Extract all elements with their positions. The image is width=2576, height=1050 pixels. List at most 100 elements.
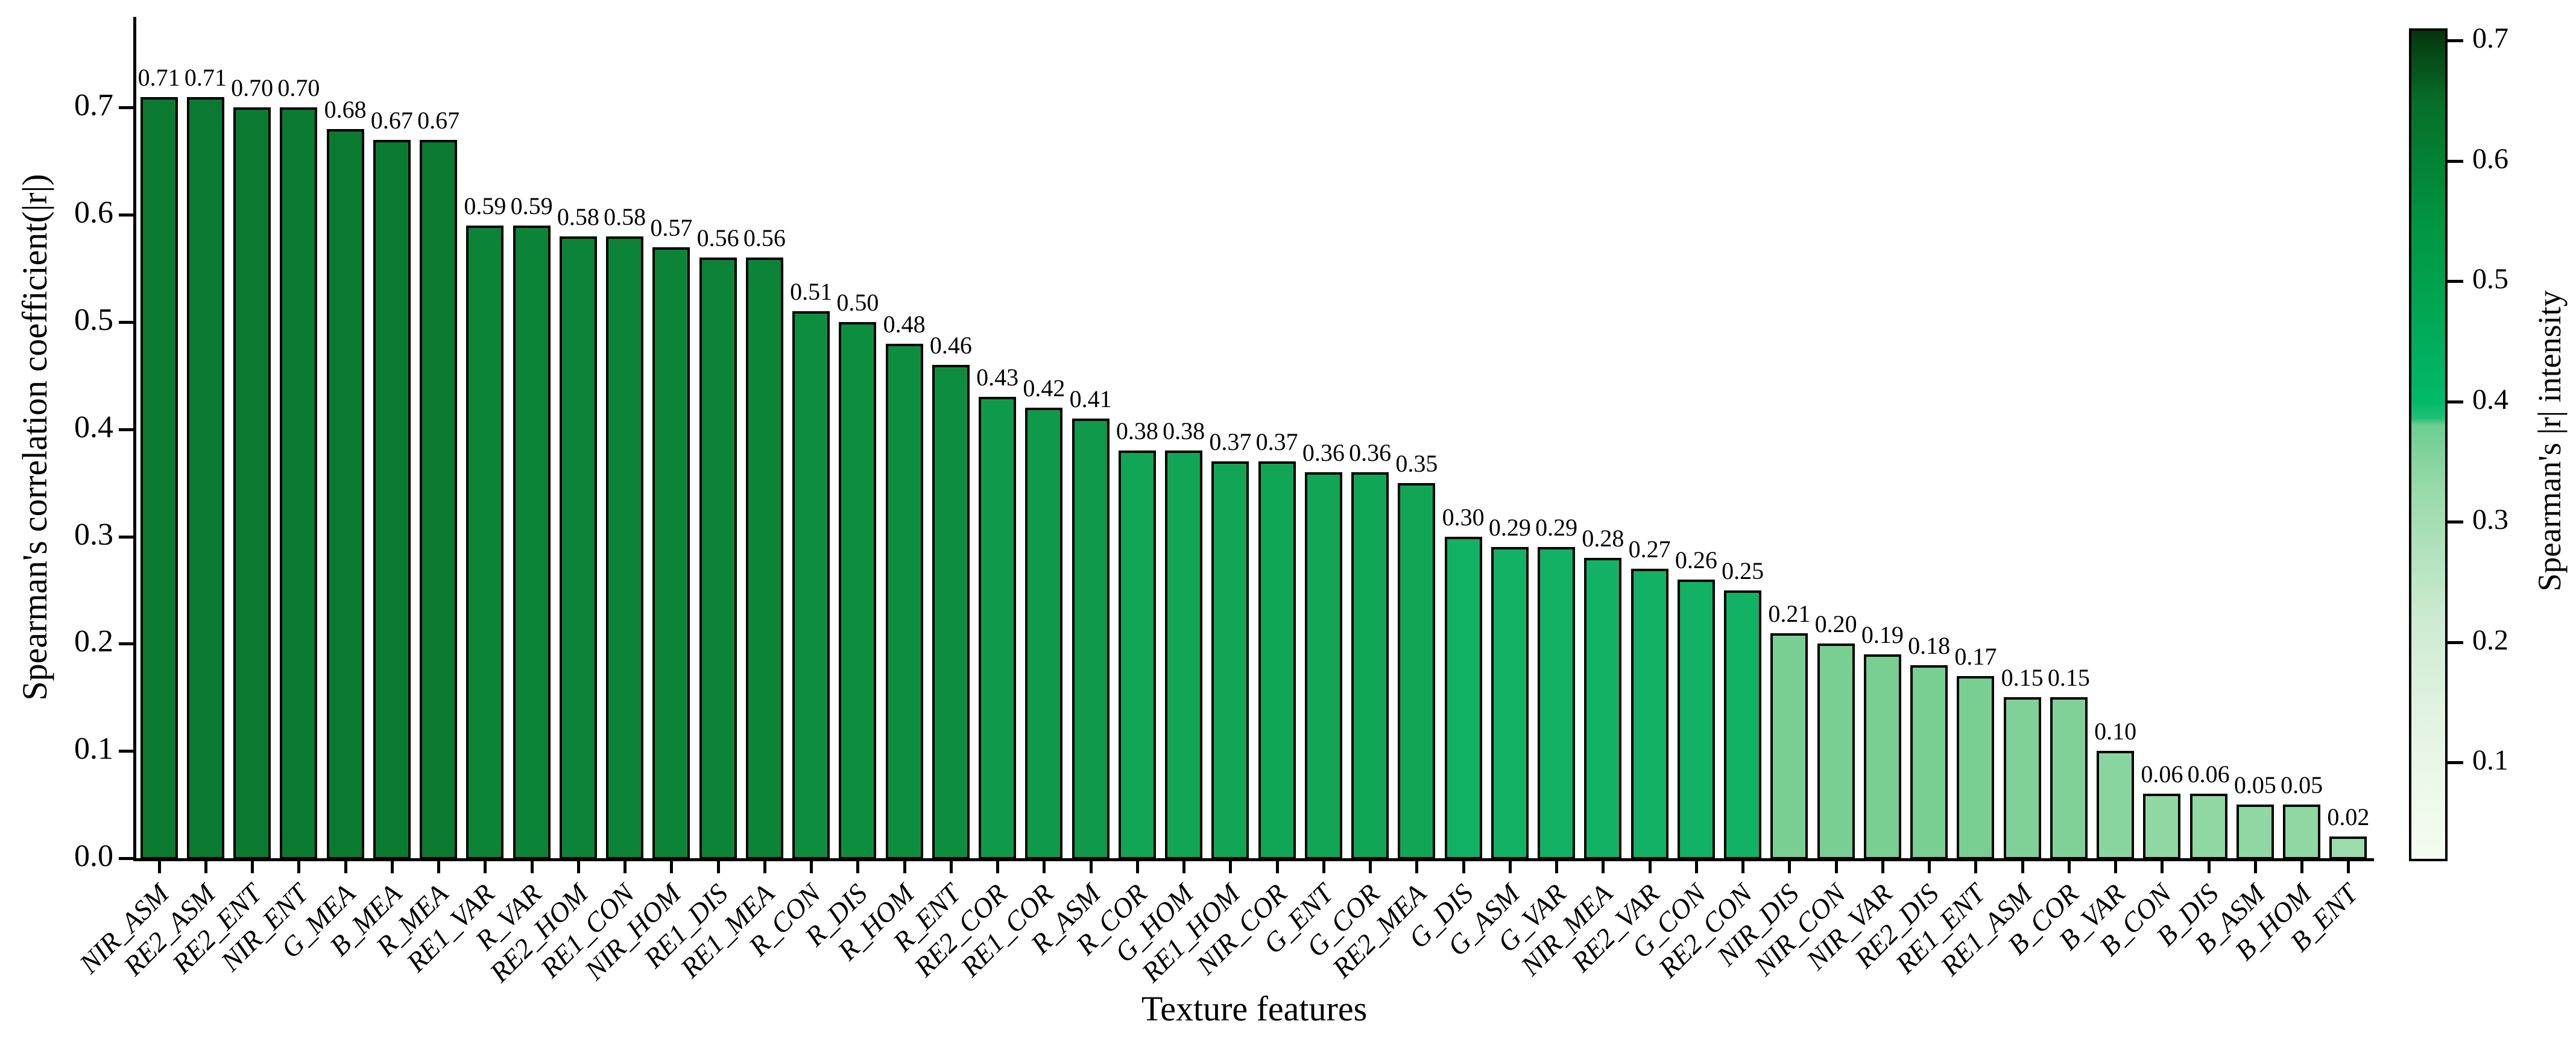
x-tick-mark <box>763 861 766 873</box>
x-tick-mark <box>1275 861 1279 873</box>
colorbar-tick-mark <box>2448 280 2463 283</box>
colorbar-tick-mark <box>2448 640 2463 644</box>
x-tick-mark <box>1555 861 1559 873</box>
bar-value-label: 0.56 <box>696 224 739 252</box>
x-tick-mark <box>996 861 1000 873</box>
bar-value-label: 0.10 <box>2094 718 2137 745</box>
bar <box>1863 654 1901 859</box>
x-tick-mark <box>2207 861 2211 873</box>
bar <box>606 236 644 859</box>
y-tick-mark <box>119 535 134 539</box>
y-tick-label: 0.5 <box>74 303 113 337</box>
bar <box>1724 590 1762 859</box>
y-tick-label: 0.0 <box>74 839 113 873</box>
colorbar <box>2409 28 2448 861</box>
bar <box>186 96 224 859</box>
bar <box>885 343 923 859</box>
x-tick-mark <box>2021 861 2024 873</box>
x-tick-mark <box>1741 861 1745 873</box>
x-tick-mark <box>390 861 394 873</box>
bar <box>2050 697 2088 859</box>
x-tick-mark <box>204 861 207 873</box>
x-tick-mark <box>949 861 953 873</box>
bar-value-label: 0.19 <box>1861 621 1904 649</box>
bar <box>326 128 364 859</box>
bar <box>466 225 504 859</box>
x-axis-spine <box>133 858 2374 861</box>
x-tick-mark <box>903 861 906 873</box>
bar-value-label: 0.37 <box>1255 428 1298 456</box>
bar-value-label: 0.17 <box>1954 642 1997 670</box>
x-tick-mark <box>1322 861 1325 873</box>
bar <box>420 139 458 859</box>
colorbar-tick-label: 0.5 <box>2472 263 2508 296</box>
bar-value-label: 0.35 <box>1395 449 1438 477</box>
bar-value-label: 0.37 <box>1209 428 1252 456</box>
bar <box>1770 633 1808 859</box>
bar <box>2283 805 2321 859</box>
bar <box>1631 568 1668 859</box>
colorbar-tick-mark <box>2448 159 2463 163</box>
bar <box>280 107 318 859</box>
bar <box>2097 751 2135 859</box>
bar-value-label: 0.46 <box>929 332 972 359</box>
bar <box>1351 472 1389 859</box>
x-tick-mark <box>1043 861 1046 873</box>
bar-value-label: 0.15 <box>2047 664 2090 692</box>
y-tick-mark <box>119 750 134 753</box>
bar <box>559 236 597 859</box>
bar-value-label: 0.05 <box>2281 771 2323 799</box>
bar <box>1025 408 1063 859</box>
x-tick-mark <box>2347 861 2350 873</box>
x-tick-mark <box>1881 861 1884 873</box>
bar-value-label: 0.59 <box>510 192 553 220</box>
x-tick-mark <box>1089 861 1093 873</box>
x-tick-mark <box>1648 861 1652 873</box>
bar <box>233 107 271 859</box>
bar <box>1538 547 1576 859</box>
bar-value-label: 0.38 <box>1163 417 1205 445</box>
x-tick-mark <box>1974 861 1978 873</box>
bar <box>140 96 178 859</box>
bar-value-label: 0.29 <box>1488 514 1531 542</box>
x-tick-mark <box>1229 861 1233 873</box>
bar <box>373 139 411 859</box>
y-axis-spine <box>133 17 136 861</box>
bar-value-label: 0.70 <box>231 74 274 102</box>
x-tick-mark <box>1928 861 1931 873</box>
x-tick-mark <box>1694 861 1698 873</box>
bar-value-label: 0.71 <box>137 63 180 91</box>
x-tick-mark <box>716 861 720 873</box>
x-tick-mark <box>1415 861 1419 873</box>
bar <box>2143 794 2181 859</box>
colorbar-tick-mark <box>2448 39 2463 42</box>
bar-value-label: 0.58 <box>557 203 599 230</box>
bar <box>932 365 970 859</box>
x-tick-mark <box>2161 861 2164 873</box>
x-tick-mark <box>1135 861 1139 873</box>
bar-value-label: 0.67 <box>370 106 413 134</box>
x-tick-mark <box>344 861 347 873</box>
bar <box>745 258 783 859</box>
x-tick-mark <box>2300 861 2304 873</box>
colorbar-tick-label: 0.4 <box>2472 383 2508 416</box>
x-tick-mark <box>623 861 627 873</box>
bar <box>1211 461 1249 859</box>
bar-value-label: 0.30 <box>1442 503 1485 531</box>
colorbar-tick-mark <box>2448 400 2463 403</box>
colorbar-tick-label: 0.6 <box>2472 142 2508 175</box>
x-tick-mark <box>1462 861 1465 873</box>
bar-value-label: 0.38 <box>1116 417 1158 445</box>
bar <box>1118 451 1156 859</box>
y-tick-label: 0.3 <box>74 517 113 552</box>
bar <box>1677 579 1715 859</box>
y-tick-mark <box>119 321 134 324</box>
y-tick-label: 0.6 <box>74 195 113 230</box>
bar <box>1910 665 1948 859</box>
x-tick-mark <box>856 861 860 873</box>
y-tick-label: 0.2 <box>74 624 113 659</box>
bar-value-label: 0.06 <box>2141 761 2183 788</box>
x-tick-mark <box>484 861 487 873</box>
